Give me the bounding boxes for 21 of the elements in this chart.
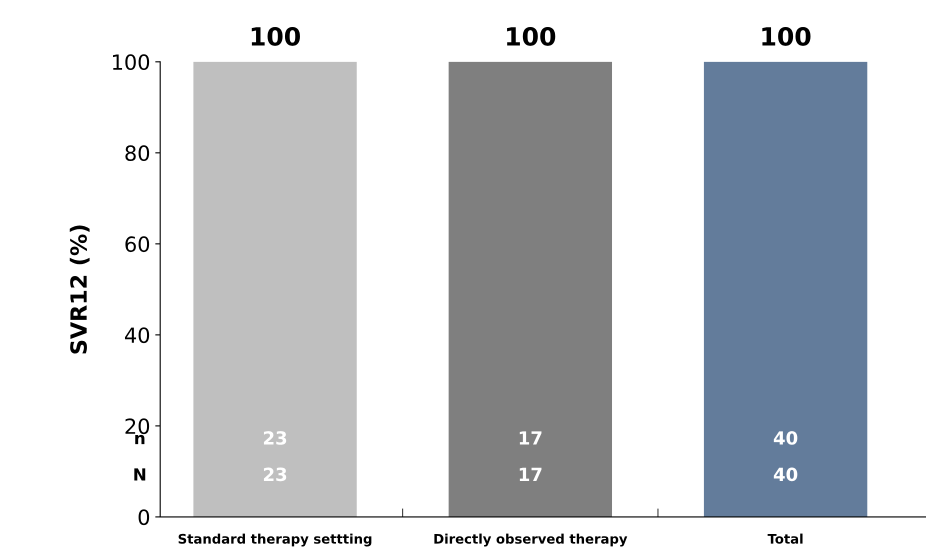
text: n	[135, 434, 144, 444]
annotation: 23	[264, 431, 286, 445]
annotation: 23	[264, 468, 286, 482]
text: N	[134, 468, 146, 481]
y-axis-title: SVR12 (%)	[70, 225, 90, 354]
annotation: 17	[520, 468, 542, 481]
data-label: 100	[252, 26, 300, 46]
x-tick-label: Standard therapy settting	[178, 534, 372, 546]
y-tick-label: 60	[125, 236, 150, 252]
data-label: 100	[762, 26, 810, 46]
annotation: 40	[774, 468, 798, 482]
annotation: 17	[520, 431, 542, 445]
x-tick-label: Directly observed therapy	[434, 534, 628, 546]
x-tick-label: Total	[768, 534, 803, 544]
y-tick-label: 80	[125, 145, 150, 162]
data-label: 100	[507, 26, 556, 46]
annotation: 40	[774, 431, 798, 445]
y-tick-label: 20	[125, 418, 150, 434]
y-tick-label: 100	[113, 54, 150, 70]
y-tick-label: 40	[124, 327, 150, 344]
y-tick-label: 0	[138, 509, 150, 526]
